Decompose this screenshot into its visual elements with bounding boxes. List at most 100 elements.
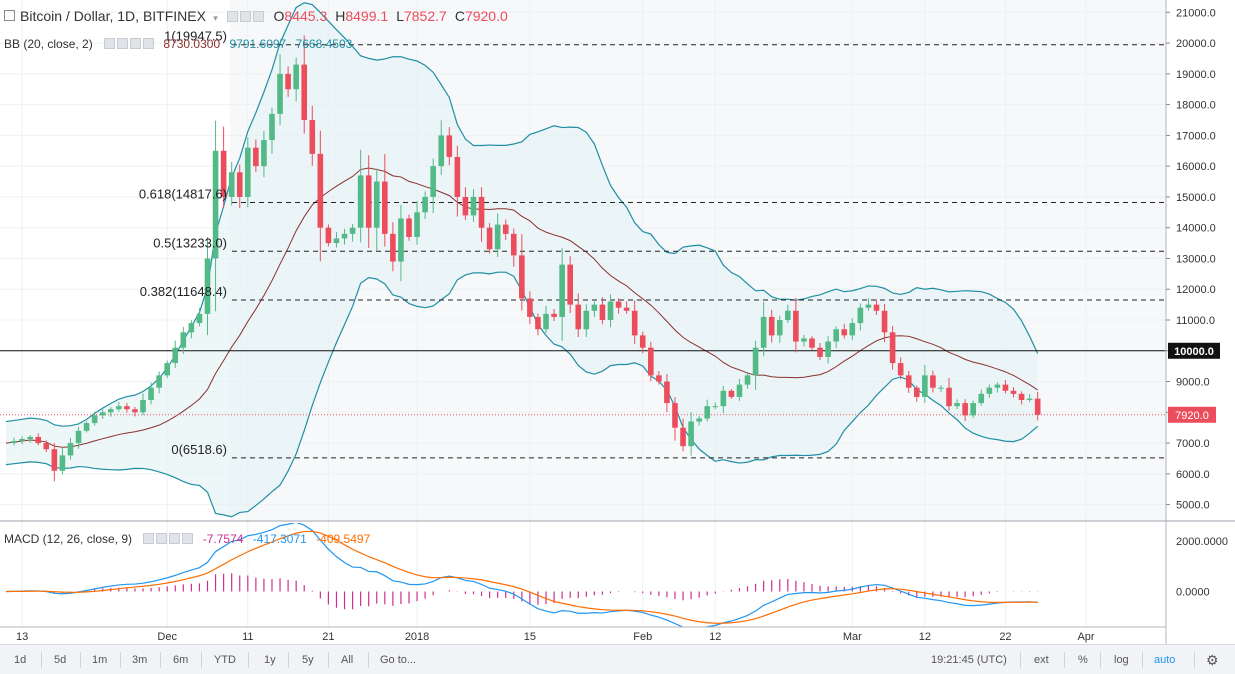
candle-up — [140, 400, 146, 413]
candle-down — [615, 301, 622, 308]
bottom-toolbar: 1d 5d 1m 3m 6m YTD 1y 5y All Go to... 19… — [0, 644, 1235, 674]
candle-down — [132, 409, 138, 413]
candle-down — [325, 227, 332, 244]
horizontal-line-price-tag[interactable] — [1168, 342, 1220, 359]
candle-up — [422, 196, 428, 213]
fib-level-label: 0(6518.6) — [171, 442, 227, 457]
symbol-dropdown-icon[interactable]: ▾ — [213, 13, 218, 23]
candle-up — [559, 264, 565, 317]
candle-down — [301, 64, 308, 120]
candle-down — [873, 304, 880, 311]
candle-up — [269, 113, 275, 140]
collapse-icon[interactable] — [4, 10, 15, 21]
last-price-label: 7920.0 — [1175, 410, 1209, 422]
candle-up — [720, 390, 727, 407]
candle-down — [793, 310, 799, 342]
candle-up — [11, 441, 17, 444]
candle-up — [398, 218, 404, 262]
eye-icon[interactable] — [104, 38, 116, 49]
toolbar-divider — [368, 652, 369, 668]
toolbar-divider — [201, 652, 202, 668]
candle-up — [865, 304, 872, 308]
gear-icon[interactable]: ⚙ — [1206, 652, 1219, 668]
toolbar-divider — [1064, 652, 1065, 668]
time-tick-label: Dec — [157, 631, 177, 643]
range-6m-button[interactable]: 6m — [173, 654, 189, 666]
time-tick-label: Feb — [633, 631, 652, 643]
range-5d-button[interactable]: 5d — [54, 654, 67, 666]
more-icon[interactable] — [253, 11, 265, 22]
ext-hours-button[interactable]: ext — [1034, 654, 1049, 666]
candle-down — [881, 310, 888, 333]
time-tick-label: 12 — [709, 631, 721, 643]
candle-up — [760, 316, 767, 348]
toolbar-divider — [1194, 652, 1195, 668]
candle-down — [285, 73, 291, 90]
percent-scale-button[interactable]: % — [1078, 654, 1088, 666]
candle-down — [220, 150, 227, 197]
log-scale-button[interactable]: log — [1114, 654, 1129, 666]
range-all-button[interactable]: All — [341, 654, 354, 666]
plus-icon[interactable] — [130, 38, 142, 49]
candle-up — [857, 307, 864, 324]
candle-up — [27, 436, 33, 439]
bb-label[interactable]: BB (20, close, 2) — [4, 37, 93, 51]
price-tick-label: 11000.0 — [1176, 315, 1215, 327]
close-icon[interactable] — [143, 38, 155, 49]
clock-label[interactable]: 19:21:45 (UTC) — [931, 654, 1007, 666]
candle-down — [317, 153, 324, 228]
settings-small-icon[interactable] — [117, 38, 129, 49]
eye-icon[interactable] — [227, 11, 239, 22]
range-ytd-button[interactable]: YTD — [214, 654, 236, 666]
candle-down — [253, 147, 259, 167]
range-1y-button[interactable]: 1y — [264, 654, 276, 666]
horizontal-line-price-label: 10000.0 — [1174, 346, 1214, 358]
chart-svg[interactable]: 1(19947.5) 0.618(14817.6) 0.5(13233.0) 0.38… — [0, 0, 1235, 644]
ohlc-value: 8499.1 — [345, 8, 389, 24]
eye-icon[interactable] — [143, 533, 155, 544]
candle-up — [736, 384, 743, 397]
candle-up — [607, 301, 614, 320]
toolbar-divider — [41, 652, 42, 668]
range-1d-button[interactable]: 1d — [14, 654, 27, 666]
candle-down — [648, 347, 654, 376]
ohlc-label: H — [335, 8, 346, 24]
candle-up — [688, 421, 694, 447]
candle-up — [938, 387, 944, 389]
fib-level-label: 0.618(14817.6) — [139, 187, 227, 202]
candle-down — [962, 403, 968, 416]
goto-date-button[interactable]: Go to... — [380, 654, 417, 666]
bb-legend: BB (20, close, 2) 8730.0300 9791.6097 76… — [4, 37, 352, 51]
fib-level-label: 0.382(11648.4) — [140, 284, 227, 299]
settings-small-icon[interactable] — [240, 11, 252, 22]
close-icon[interactable] — [182, 533, 194, 544]
auto-scale-button[interactable]: auto — [1154, 654, 1176, 666]
bb-basis-value: 8730.0300 — [163, 37, 221, 51]
bb-lower-value: 7668.4503 — [295, 37, 353, 51]
range-1m-button[interactable]: 1m — [92, 654, 108, 666]
macd-label[interactable]: MACD (12, 26, close, 9) — [4, 532, 133, 546]
candle-down — [35, 436, 42, 444]
symbol-title[interactable]: Bitcoin / Dollar, 1D, BITFINEX — [20, 8, 206, 24]
toolbar-divider — [328, 652, 329, 668]
candle-down — [478, 196, 485, 228]
toolbar-divider — [1020, 652, 1021, 668]
candle-down — [930, 375, 936, 388]
candle-down — [519, 255, 525, 299]
candle-down — [486, 227, 493, 250]
macd-hist-value: -7.7574 — [202, 532, 244, 546]
macd-line-value: -417.3071 — [252, 532, 307, 546]
candle-up — [75, 430, 82, 444]
candle-up — [438, 135, 445, 167]
macd-legend: MACD (12, 26, close, 9) -7.7574 -417.307… — [4, 532, 370, 546]
range-3m-button[interactable]: 3m — [132, 654, 148, 666]
settings-small-icon[interactable] — [156, 533, 168, 544]
candle-up — [430, 166, 436, 197]
toolbar-divider — [288, 652, 289, 668]
candle-down — [680, 427, 686, 447]
plus-icon[interactable] — [169, 533, 181, 544]
candle-down — [1002, 384, 1009, 391]
range-5y-button[interactable]: 5y — [302, 654, 314, 666]
candle-up — [99, 412, 106, 416]
